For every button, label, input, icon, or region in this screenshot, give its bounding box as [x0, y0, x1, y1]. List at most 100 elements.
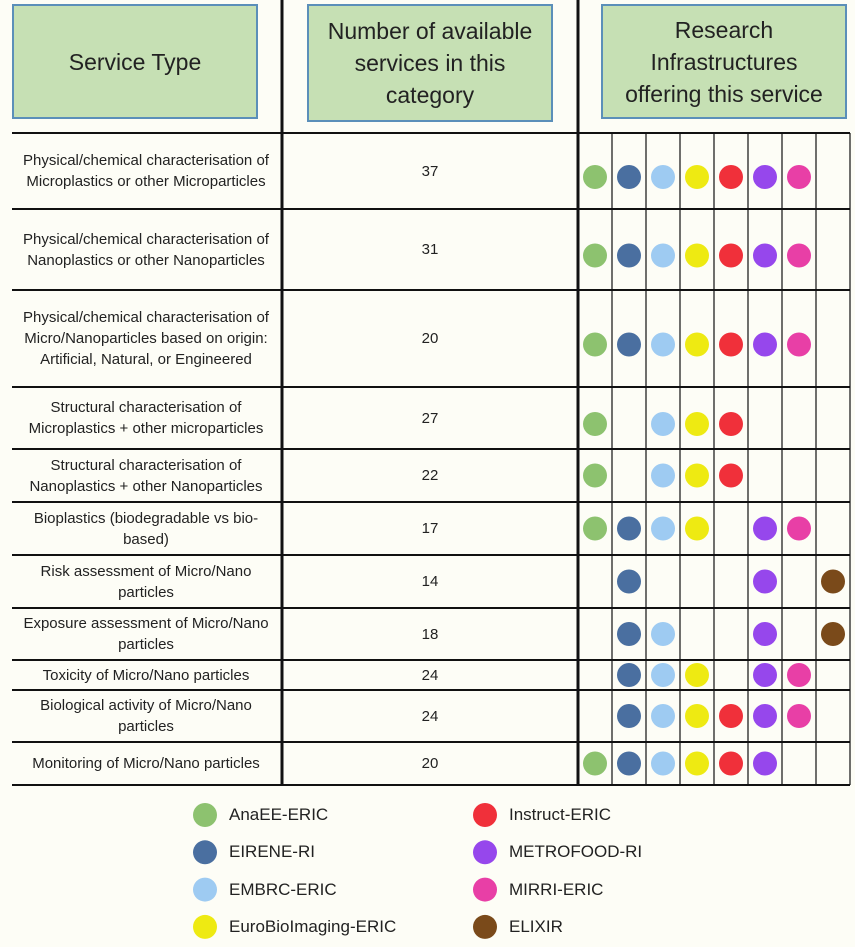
infrastructure-dot	[651, 704, 675, 728]
infrastructure-dot	[719, 243, 743, 268]
infrastructure-dot	[685, 412, 709, 436]
header-service-type: Service Type	[12, 4, 258, 119]
infrastructure-dot	[821, 622, 845, 646]
infrastructure-dot	[719, 412, 743, 436]
infrastructure-dot	[617, 332, 641, 357]
infrastructure-dot	[787, 516, 811, 541]
service-count: 14	[421, 573, 439, 590]
infrastructure-dot	[753, 569, 777, 594]
infrastructure-dot	[787, 704, 811, 728]
infrastructure-dot	[651, 663, 675, 687]
service-type: Physical/chemical characterisation of Mi…	[23, 152, 269, 190]
infrastructure-dot	[753, 243, 777, 268]
infrastructure-dot	[753, 622, 777, 646]
infrastructure-dot	[617, 663, 641, 687]
infrastructure-dot	[583, 751, 607, 776]
infrastructure-dot	[719, 463, 743, 488]
infrastructure-dot	[685, 751, 709, 776]
infrastructure-dot	[651, 412, 675, 436]
infrastructure-dot	[583, 463, 607, 488]
legend-label: EMBRC-ERIC	[229, 879, 337, 899]
infrastructure-dot	[685, 243, 709, 268]
service-type: Biological activity of Micro/Nano partic…	[40, 697, 252, 735]
infrastructure-dot	[753, 704, 777, 728]
legend-label: EuroBioImaging-ERIC	[229, 916, 397, 936]
infrastructure-dot	[821, 569, 845, 594]
legend-dot	[193, 914, 217, 939]
legend-dot	[473, 840, 497, 865]
infrastructure-dot	[651, 622, 675, 646]
legend-label: EIRENE-RI	[229, 842, 315, 862]
infrastructure-dot	[617, 622, 641, 646]
legend-dot	[193, 877, 217, 902]
infrastructure-dot	[787, 165, 811, 189]
service-count: 17	[421, 520, 439, 537]
header-count: Number of available services in this cat…	[307, 4, 553, 122]
infrastructure-dot	[753, 516, 777, 541]
infrastructure-dot	[719, 704, 743, 728]
infrastructure-dot	[685, 663, 709, 687]
legend-label: METROFOOD-RI	[509, 842, 643, 862]
service-type: Monitoring of Micro/Nano particles	[32, 755, 260, 772]
infrastructure-dot	[719, 165, 743, 189]
legend-dot	[193, 803, 217, 827]
infrastructure-dot	[719, 332, 743, 357]
legend-dot	[473, 914, 497, 939]
infrastructure-dot	[685, 332, 709, 357]
infrastructure-dot	[583, 165, 607, 189]
service-count: 18	[421, 625, 439, 643]
infrastructure-dot	[787, 243, 811, 268]
infrastructure-dot	[583, 332, 607, 357]
service-type: Exposure assessment of Micro/Nano partic…	[23, 615, 269, 653]
infrastructure-dot	[651, 751, 675, 776]
legend-dot	[473, 803, 497, 827]
infrastructure-dot	[651, 516, 675, 541]
infrastructure-dot	[651, 243, 675, 268]
infrastructure-dot	[617, 751, 641, 776]
infrastructure-dot	[651, 463, 675, 488]
infrastructure-dot	[685, 704, 709, 728]
service-type: Structural characterisation of Microplas…	[28, 399, 264, 437]
infrastructure-dot	[719, 751, 743, 776]
legend-dot	[193, 840, 217, 865]
infrastructure-dot	[753, 751, 777, 776]
infrastructure-dot	[617, 516, 641, 541]
service-count: 31	[421, 241, 439, 258]
infrastructure-dot	[685, 516, 709, 541]
service-type: Structural characterisation of Nanoplast…	[29, 456, 263, 495]
service-type: Physical/chemical characterisation of Mi…	[23, 309, 269, 368]
legend-label: AnaEE-ERIC	[229, 805, 329, 824]
infrastructure-dot	[753, 165, 777, 189]
infrastructure-dot	[583, 516, 607, 541]
legend-label: ELIXIR	[509, 916, 563, 936]
service-count: 37	[421, 162, 439, 180]
infrastructure-dot	[617, 569, 641, 594]
infrastructure-dot	[617, 704, 641, 728]
legend-label: MIRRI-ERIC	[509, 879, 604, 899]
infrastructure-dot	[583, 243, 607, 268]
header-infrastructures: Research Infrastructures offering this s…	[601, 4, 847, 119]
legend-dot	[473, 877, 497, 902]
service-count: 22	[421, 467, 439, 484]
infrastructure-dot	[651, 332, 675, 357]
legend-label: Instruct-ERIC	[509, 805, 612, 824]
infrastructure-dot	[617, 165, 641, 189]
infrastructure-dot	[787, 663, 811, 687]
infrastructure-dot	[753, 332, 777, 357]
infrastructure-dot	[753, 663, 777, 687]
service-type: Bioplastics (biodegradable vs bio-based)	[33, 509, 259, 548]
service-type: Risk assessment of Micro/Nano particles	[40, 562, 252, 601]
infrastructure-dot	[685, 165, 709, 189]
service-type: Physical/chemical characterisation of Na…	[23, 230, 269, 269]
service-count: 20	[421, 755, 439, 772]
service-type: Toxicity of Micro/Nano particles	[42, 666, 250, 684]
infrastructure-dot	[787, 332, 811, 357]
service-count: 24	[421, 707, 439, 725]
service-count: 27	[421, 409, 439, 427]
infrastructure-dot	[583, 412, 607, 436]
infrastructure-dot	[685, 463, 709, 488]
infrastructure-dot	[651, 165, 675, 189]
service-count: 20	[421, 330, 439, 347]
